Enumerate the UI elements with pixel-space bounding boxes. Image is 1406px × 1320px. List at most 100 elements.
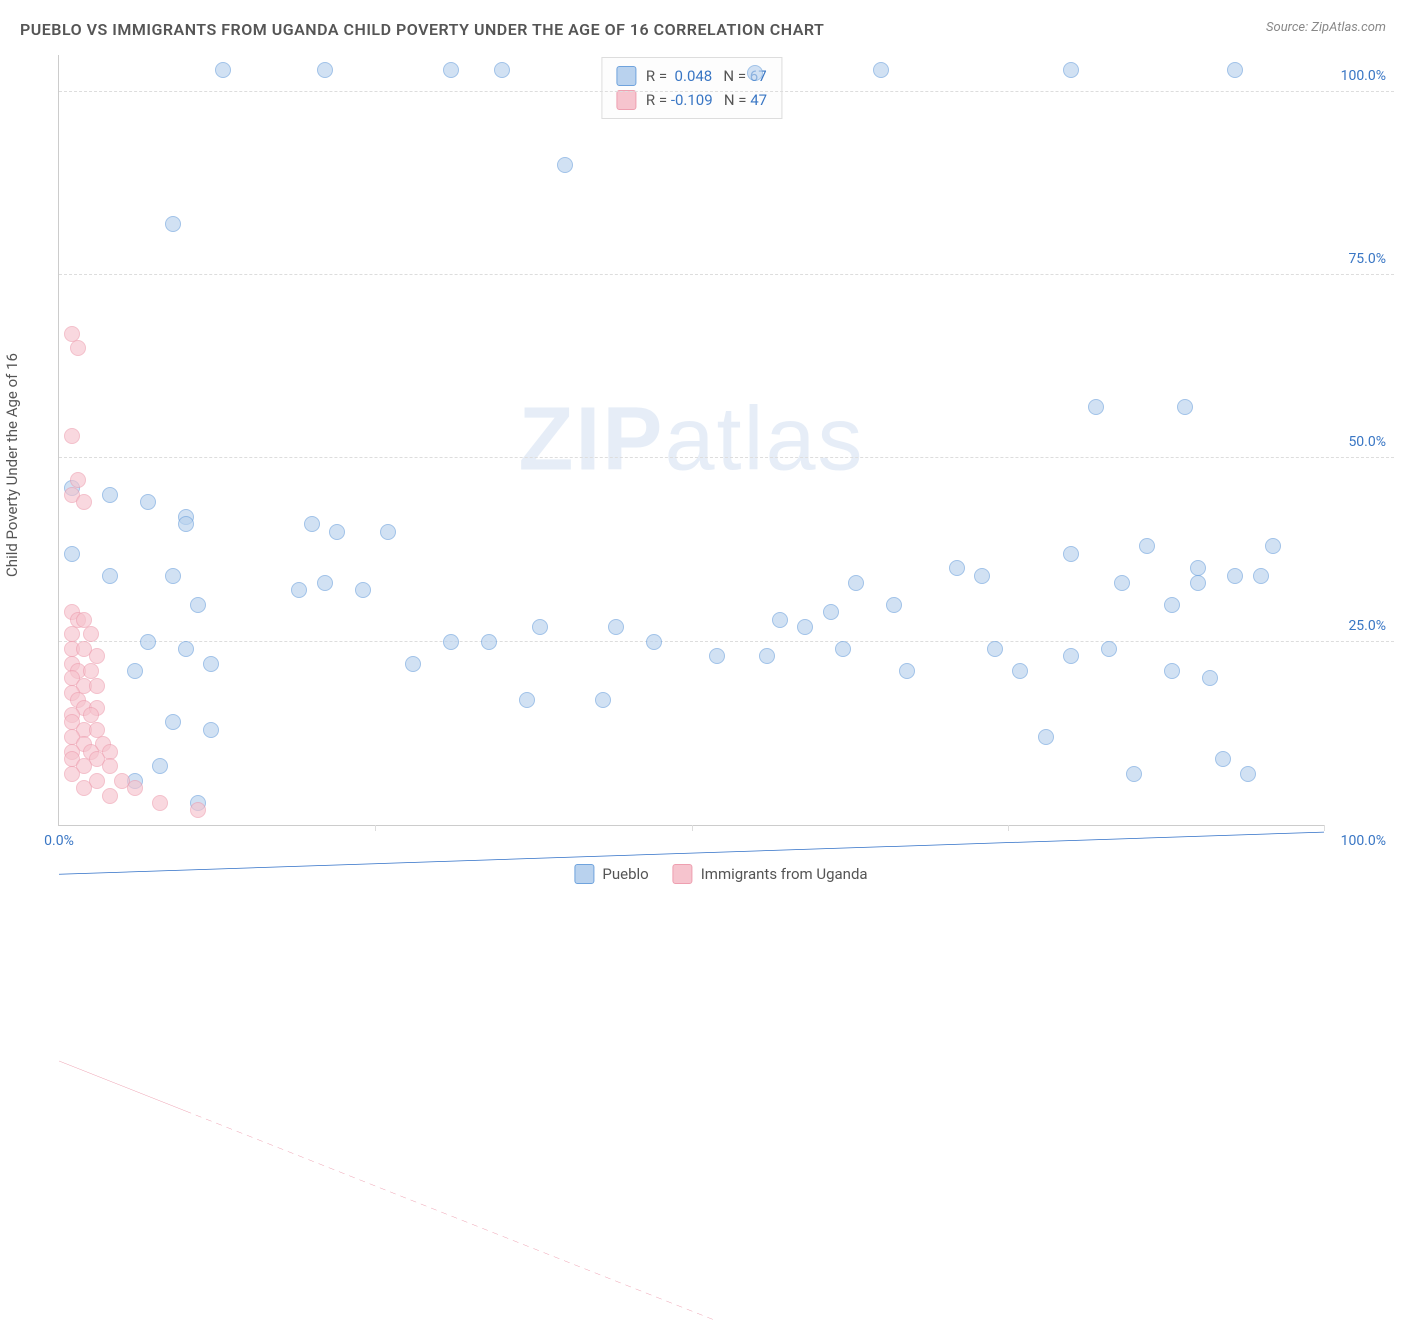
legend-swatch [616,90,636,110]
scatter-point [1164,597,1180,613]
trend-line [186,1111,1325,1320]
x-tick-label: 100.0% [1341,833,1386,849]
scatter-point [102,758,118,774]
scatter-point [608,619,624,635]
scatter-point [1190,575,1206,591]
scatter-point [380,524,396,540]
scatter-point [1202,670,1218,686]
plot-area: ZIPatlas R = 0.048 N = 67R = -0.109 N = … [58,55,1324,826]
scatter-point [1063,648,1079,664]
scatter-point [178,516,194,532]
scatter-point [140,494,156,510]
y-tick-label: 75.0% [1348,251,1386,267]
watermark: ZIPatlas [518,389,864,492]
x-tick-label: 0.0% [44,833,74,849]
scatter-point [89,648,105,664]
scatter-point [443,634,459,650]
scatter-point [140,634,156,650]
scatter-point [76,494,92,510]
scatter-point [127,663,143,679]
scatter-point [1164,663,1180,679]
scatter-point [1190,560,1206,576]
scatter-point [64,326,80,342]
scatter-point [127,780,143,796]
scatter-point [443,62,459,78]
scatter-point [646,634,662,650]
scatter-point [974,568,990,584]
scatter-point [772,612,788,628]
scatter-point [64,766,80,782]
grid-line-horizontal [59,457,1394,458]
series-legend-label: Pueblo [602,865,648,883]
y-tick-label: 25.0% [1348,618,1386,634]
scatter-point [83,707,99,723]
scatter-point [152,758,168,774]
scatter-point [1012,663,1028,679]
scatter-point [70,472,86,488]
legend-swatch [616,66,636,86]
scatter-point [152,795,168,811]
scatter-point [203,722,219,738]
scatter-point [1114,575,1130,591]
scatter-point [899,663,915,679]
grid-tick-vertical [692,825,693,831]
grid-tick-vertical [1008,825,1009,831]
scatter-point [203,656,219,672]
scatter-point [1215,751,1231,767]
scatter-point [557,157,573,173]
legend-swatch [673,864,693,884]
correlation-legend-row: R = 0.048 N = 67 [616,64,767,88]
scatter-point [70,340,86,356]
scatter-point [317,62,333,78]
scatter-point [481,634,497,650]
scatter-point [848,575,864,591]
scatter-point [759,648,775,664]
grid-tick-vertical [375,825,376,831]
series-legend: Pueblo Immigrants from Uganda [574,864,867,884]
scatter-point [1227,568,1243,584]
scatter-point [886,597,902,613]
scatter-point [595,692,611,708]
grid-tick-vertical [1324,825,1325,831]
scatter-point [165,568,181,584]
scatter-point [190,597,206,613]
scatter-point [1063,546,1079,562]
legend-swatch [574,864,594,884]
scatter-point [1038,729,1054,745]
scatter-point [165,714,181,730]
scatter-point [1139,538,1155,554]
chart-title: PUEBLO VS IMMIGRANTS FROM UGANDA CHILD P… [20,20,824,39]
scatter-point [76,780,92,796]
scatter-point [532,619,548,635]
scatter-point [64,428,80,444]
scatter-point [1240,766,1256,782]
trend-line [59,1061,186,1111]
scatter-point [797,619,813,635]
scatter-point [215,62,231,78]
y-tick-label: 50.0% [1348,434,1386,450]
scatter-point [987,641,1003,657]
scatter-point [873,62,889,78]
scatter-point [1101,641,1117,657]
scatter-point [89,722,105,738]
watermark-bold: ZIP [518,390,664,490]
trend-lines-svg [59,55,1324,1320]
scatter-point [76,612,92,628]
y-tick-label: 100.0% [1341,68,1386,84]
chart-header: PUEBLO VS IMMIGRANTS FROM UGANDA CHILD P… [20,20,1386,39]
series-legend-label: Immigrants from Uganda [701,865,868,883]
scatter-point [1126,766,1142,782]
grid-line-horizontal [59,641,1394,642]
scatter-point [823,604,839,620]
scatter-point [83,663,99,679]
scatter-point [835,641,851,657]
watermark-rest: atlas [664,390,864,490]
scatter-point [1063,62,1079,78]
scatter-point [1253,568,1269,584]
grid-line-horizontal [59,91,1394,92]
scatter-point [405,656,421,672]
scatter-point [1265,538,1281,554]
scatter-point [747,65,763,81]
scatter-point [1227,62,1243,78]
scatter-point [102,487,118,503]
